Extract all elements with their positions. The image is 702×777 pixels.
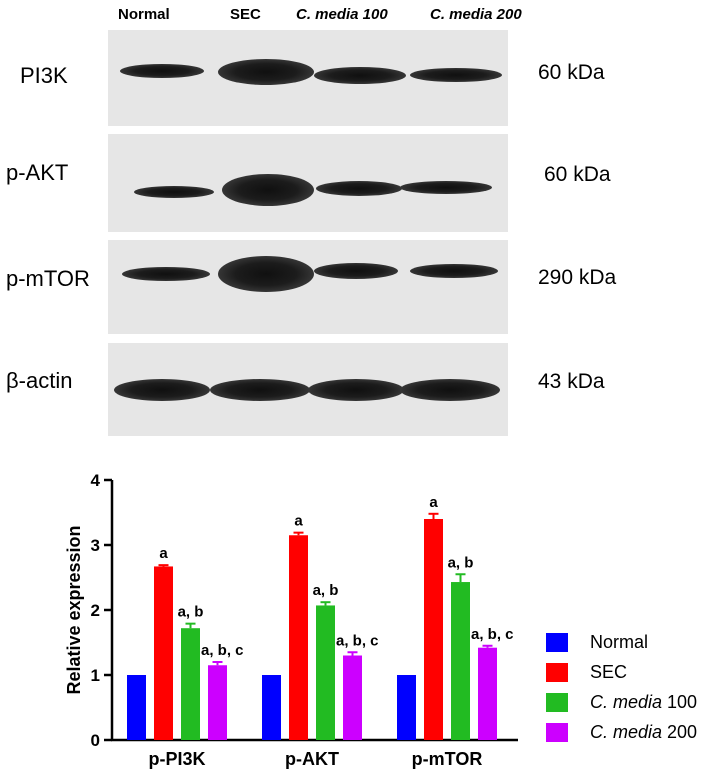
x-tick-label-2: p-mTOR bbox=[412, 749, 483, 769]
band-beta-actin-cmedia-200 bbox=[400, 379, 500, 401]
band-beta-actin-normal bbox=[114, 379, 210, 401]
blot-panel-beta-actin bbox=[108, 343, 508, 436]
sig-label-p-mtor-sec: a bbox=[429, 494, 438, 511]
blot-panel-p-akt bbox=[108, 134, 508, 232]
sig-label-p-pi3k-c-media-200: a, b, c bbox=[201, 642, 244, 659]
y-axis-label: Relative expression bbox=[64, 525, 84, 694]
blot-panel-pi3k bbox=[108, 30, 508, 126]
y-tick-label-3: 3 bbox=[91, 536, 100, 555]
legend-label-cmedia-200-dose: 200 bbox=[662, 722, 698, 742]
row-label-p-akt: p-AKT bbox=[6, 160, 69, 185]
band-p-mtor-cmedia-200 bbox=[410, 264, 498, 278]
bar-p-mtor-sec bbox=[424, 519, 443, 740]
legend-item-cmedia-200: C. media 200 bbox=[546, 722, 697, 743]
row-label-p-mtor: p-mTOR bbox=[6, 266, 90, 291]
lane-header-cmedia-100: C. media 100 bbox=[296, 6, 388, 23]
y-tick-label-4: 4 bbox=[91, 471, 101, 490]
lane-header-cmedia-200: C. media 200 bbox=[430, 6, 522, 23]
size-label-p-akt: 60 kDa bbox=[544, 163, 611, 186]
bar-p-akt-sec bbox=[289, 535, 308, 740]
sig-label-p-mtor-c-media-200: a, b, c bbox=[471, 626, 514, 643]
legend-item-normal: Normal bbox=[546, 632, 648, 653]
lane-header-sec: SEC bbox=[230, 6, 261, 23]
y-tick-label-1: 1 bbox=[91, 666, 100, 685]
legend-label-cmedia-200-main: C. media bbox=[590, 722, 663, 742]
legend-label-sec: SEC bbox=[590, 662, 628, 682]
bar-p-mtor-c-media-200 bbox=[478, 647, 497, 740]
sig-label-p-akt-c-media-100: a, b bbox=[313, 582, 339, 599]
band-beta-actin-sec bbox=[210, 379, 310, 401]
sig-label-p-mtor-c-media-100: a, b bbox=[448, 554, 474, 571]
legend-swatch-normal bbox=[546, 633, 568, 652]
band-p-akt-normal bbox=[134, 186, 214, 198]
x-tick-label-1: p-AKT bbox=[285, 749, 339, 769]
y-tick-label-2: 2 bbox=[91, 601, 100, 620]
band-pi3k-sec bbox=[218, 59, 314, 85]
legend-swatch-cmedia-100 bbox=[546, 693, 568, 712]
row-label-beta-actin: β-actin bbox=[6, 368, 73, 393]
bar-p-akt-c-media-100 bbox=[316, 605, 335, 740]
lane-header-normal: Normal bbox=[118, 6, 170, 23]
legend-item-sec: SEC bbox=[546, 662, 627, 683]
band-pi3k-cmedia-200 bbox=[410, 68, 502, 82]
sig-label-p-akt-sec: a bbox=[294, 513, 303, 530]
x-tick-label-0: p-PI3K bbox=[148, 749, 205, 769]
band-p-mtor-normal bbox=[122, 267, 210, 281]
band-beta-actin-cmedia-100 bbox=[308, 379, 404, 401]
size-label-beta-actin: 43 kDa bbox=[538, 370, 605, 393]
sig-label-p-akt-c-media-200: a, b, c bbox=[336, 632, 379, 649]
bar-p-mtor-normal bbox=[397, 675, 416, 740]
legend-swatch-cmedia-200 bbox=[546, 723, 568, 742]
bar-p-pi3k-sec bbox=[154, 566, 173, 740]
band-p-akt-cmedia-200 bbox=[400, 181, 492, 194]
legend-label-cmedia-100-dose: 100 bbox=[662, 692, 698, 712]
legend-item-cmedia-100: C. media 100 bbox=[546, 692, 697, 713]
band-p-akt-cmedia-100 bbox=[316, 181, 402, 196]
band-pi3k-cmedia-100 bbox=[314, 67, 406, 84]
band-pi3k-normal bbox=[120, 64, 204, 78]
band-p-akt-sec bbox=[222, 174, 314, 206]
size-label-p-mtor: 290 kDa bbox=[538, 266, 617, 289]
bar-p-akt-c-media-200 bbox=[343, 655, 362, 740]
blot-panel-p-mtor bbox=[108, 240, 508, 334]
band-p-mtor-sec bbox=[218, 256, 314, 292]
legend-label-cmedia-100-main: C. media bbox=[590, 692, 663, 712]
bar-p-akt-normal bbox=[262, 675, 281, 740]
bar-p-pi3k-c-media-200 bbox=[208, 665, 227, 740]
bar-chart: 0 1 2 3 4 Relative expression a a, b a, b, c p-PI… bbox=[64, 471, 518, 769]
bar-p-pi3k-normal bbox=[127, 675, 146, 740]
row-label-pi3k: PI3K bbox=[20, 63, 68, 88]
sig-label-p-pi3k-sec: a bbox=[159, 545, 168, 562]
legend-label-normal: Normal bbox=[590, 632, 649, 652]
bar-p-pi3k-c-media-100 bbox=[181, 628, 200, 740]
sig-label-p-pi3k-c-media-100: a, b bbox=[178, 604, 204, 621]
size-label-pi3k: 60 kDa bbox=[538, 61, 605, 84]
bar-p-mtor-c-media-100 bbox=[451, 582, 470, 740]
band-p-mtor-cmedia-100 bbox=[314, 263, 398, 279]
y-tick-label-0: 0 bbox=[91, 731, 100, 750]
legend-swatch-sec bbox=[546, 663, 568, 682]
